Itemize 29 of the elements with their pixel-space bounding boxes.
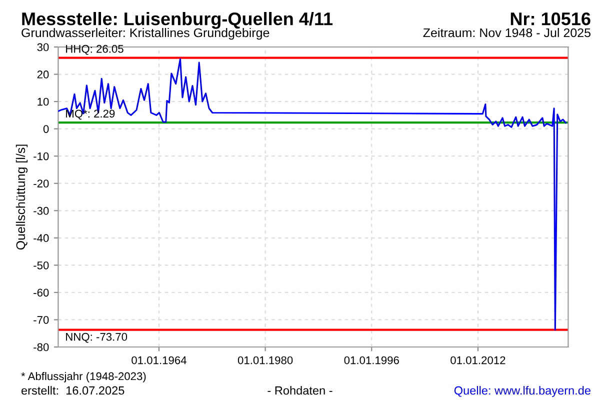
text: Zeitraum: Nov 1948 - Jul 2025 xyxy=(423,28,590,38)
text: erstellt: 16.07.2025 xyxy=(22,386,124,395)
x-tick-label: 01.01.1996 xyxy=(344,356,399,364)
y-tick-label: -30 xyxy=(34,206,49,215)
ref-line-label: HHQ: 26.05 xyxy=(66,44,124,55)
ref-line-label: MQ*: 2.29 xyxy=(66,110,115,120)
y-tick-label: -80 xyxy=(34,343,49,352)
x-tick-label: 01.01.2012 xyxy=(450,356,506,364)
ref-line-label: NNQ: -73.70 xyxy=(66,332,128,343)
y-tick-label: -10 xyxy=(34,152,49,160)
y-tick-label: 30 xyxy=(37,43,49,52)
y-tick-label: -70 xyxy=(34,316,49,324)
chart-subtitle: Grundwasserleiter: Kristallines Grundgebirge xyxy=(22,28,270,40)
y-axis-title: Quellschüttung [l/s] xyxy=(16,144,28,250)
text: - Rohdaten - xyxy=(268,386,332,395)
y-tick-label: 0 xyxy=(43,125,49,133)
y-tick-label: 10 xyxy=(38,98,49,106)
line-series xyxy=(58,58,566,331)
text: * Abflussjahr (1948-2023) xyxy=(21,372,146,382)
y-tick-label: -20 xyxy=(34,180,49,188)
source-note: Quelle: www.lfu.bayern.de xyxy=(454,386,590,398)
chart-title: Messstelle: Luisenburg-Quellen 4/11 xyxy=(22,12,333,29)
y-tick-label: -60 xyxy=(34,288,49,297)
text: Nr: 10516 xyxy=(510,12,590,26)
x-tick-label: 01.01.1964 xyxy=(132,356,186,364)
y-tick-label: -50 xyxy=(34,261,49,270)
y-tick-label: -40 xyxy=(34,234,49,242)
y-tick-label: 20 xyxy=(37,70,49,78)
x-tick-label: 01.01.1980 xyxy=(238,356,293,364)
